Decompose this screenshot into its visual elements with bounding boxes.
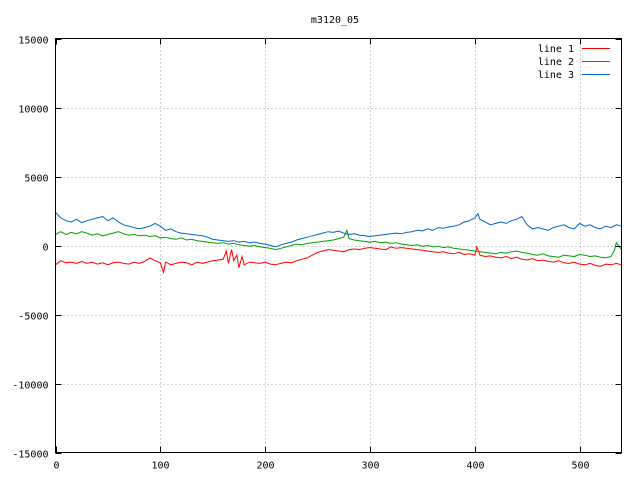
plot-series <box>55 212 622 275</box>
legend-label: line 3 <box>538 70 574 81</box>
y-tick-label: -15000 <box>12 450 48 461</box>
x-tick-label: 100 <box>151 461 169 472</box>
axis-ticks: 0 100 200 300 400 500 -15000 -10000 -5000 0 5000 10… <box>12 36 622 472</box>
legend-label: line 2 <box>538 57 574 68</box>
y-tick-label: 10000 <box>18 105 48 116</box>
chart-title: m3120_05 <box>311 15 359 26</box>
x-tick-label: 200 <box>256 461 274 472</box>
legend: line 1 line 2 line 3 <box>538 44 610 81</box>
x-tick-label: 400 <box>466 461 484 472</box>
y-tick-label: 5000 <box>24 174 48 185</box>
y-tick-label: 15000 <box>18 36 48 47</box>
x-tick-label: 300 <box>361 461 379 472</box>
legend-label: line 1 <box>538 44 574 55</box>
y-tick-label: -5000 <box>18 312 48 323</box>
series-line-1 <box>55 245 622 275</box>
x-tick-label: 500 <box>571 461 589 472</box>
series-line-3 <box>55 212 622 248</box>
y-tick-label: 0 <box>42 243 48 254</box>
series-line-2 <box>55 228 622 259</box>
x-tick-label: 0 <box>53 461 59 472</box>
y-tick-label: -10000 <box>12 381 48 392</box>
plot-frame <box>55 38 622 453</box>
grid-lines <box>55 38 622 453</box>
